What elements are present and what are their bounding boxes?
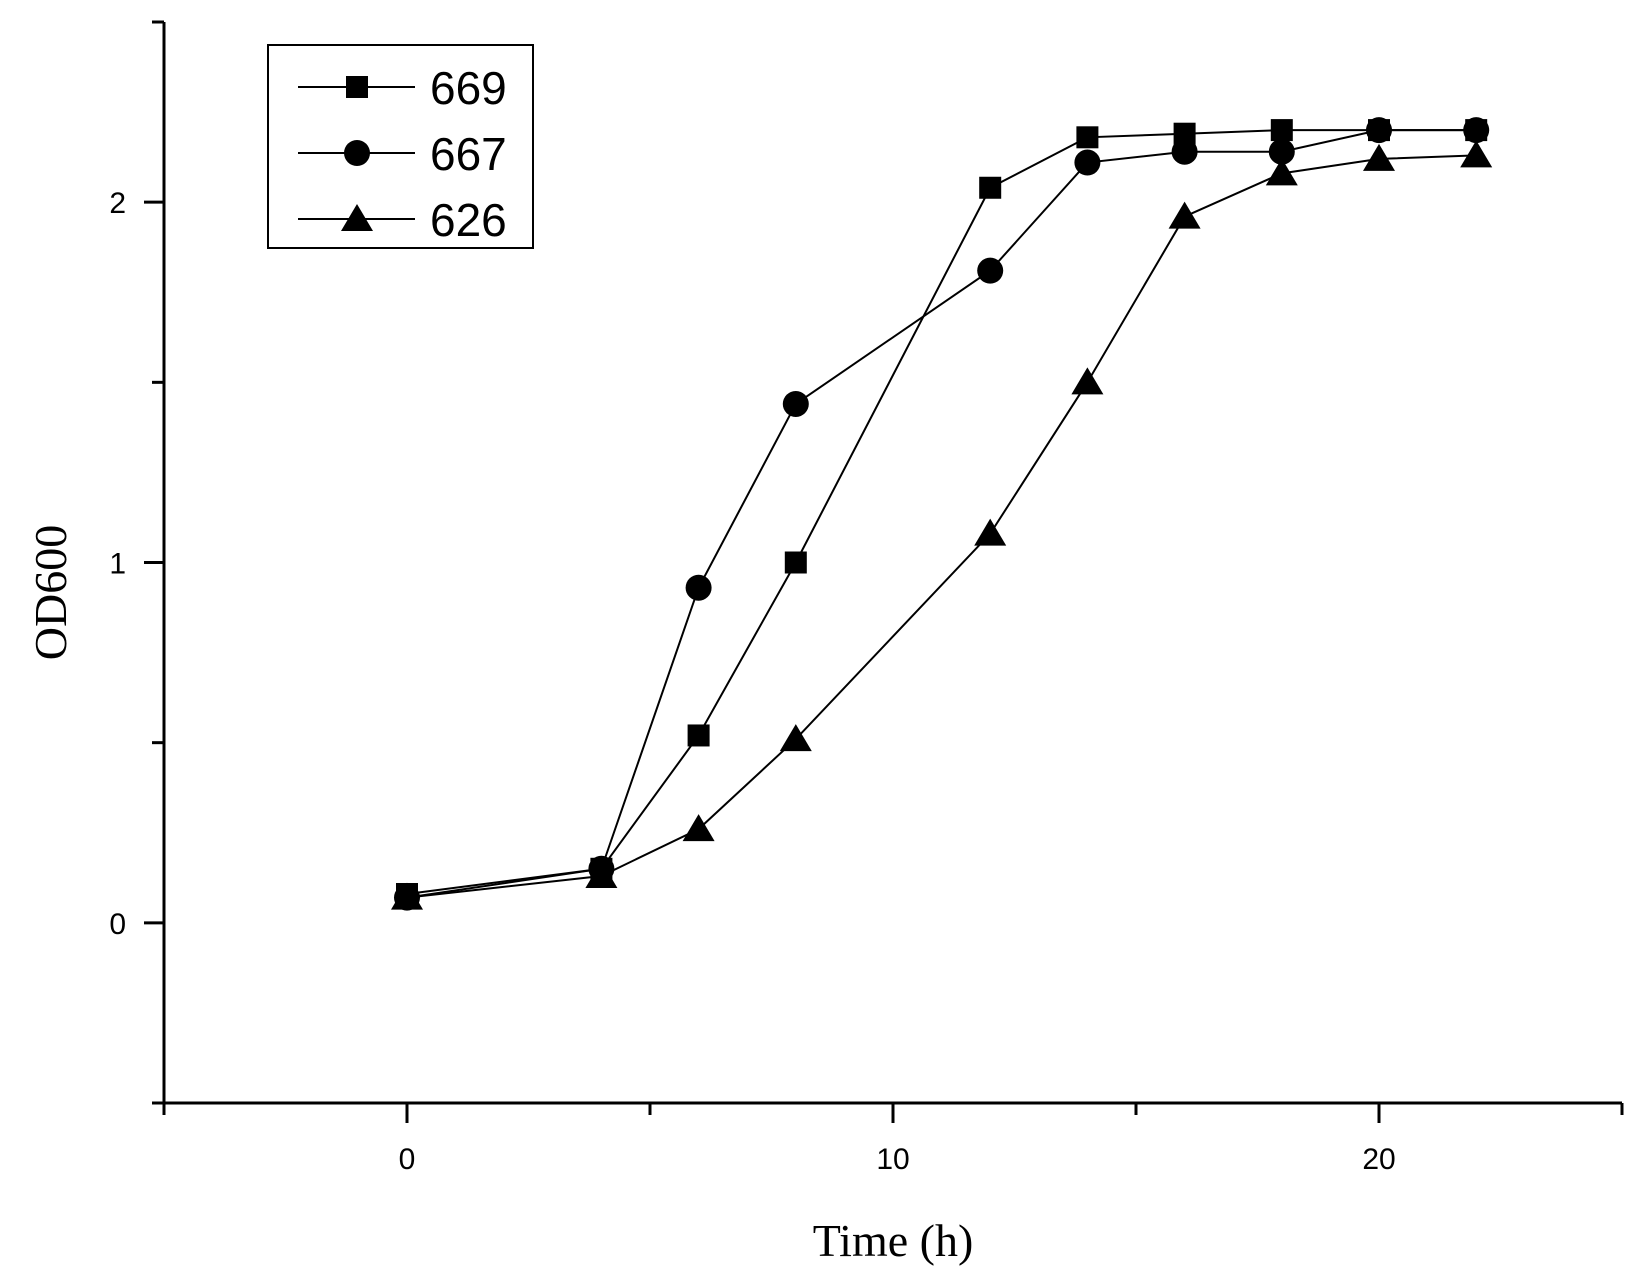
legend: 669 667 626 — [267, 44, 534, 249]
data-point-669 — [687, 724, 710, 747]
legend-marker-circle — [344, 140, 370, 166]
x-axis-title: Time (h) — [813, 1215, 974, 1266]
series-669 — [396, 119, 1488, 906]
data-point-669 — [1173, 122, 1196, 145]
legend-label: 667 — [430, 128, 507, 180]
data-point-667 — [1171, 138, 1198, 165]
y-tick-label: 1 — [109, 548, 126, 581]
series-group — [391, 117, 1493, 911]
data-point-626 — [1363, 143, 1395, 171]
data-point-667 — [1268, 138, 1295, 165]
x-tick-label: 0 — [399, 1143, 416, 1176]
x-tick-label: 20 — [1362, 1143, 1395, 1176]
data-point-667 — [782, 390, 809, 417]
data-point-626 — [779, 724, 812, 752]
y-tick-label: 0 — [109, 908, 126, 941]
data-point-669 — [1076, 126, 1099, 149]
legend-label: 626 — [430, 194, 507, 246]
data-point-669 — [1270, 119, 1293, 142]
data-point-667 — [1074, 149, 1101, 176]
y-tick-label: 2 — [109, 187, 126, 220]
series-626 — [391, 140, 1493, 910]
legend-item-667: 667 — [298, 128, 507, 180]
data-point-626 — [974, 518, 1007, 546]
data-point-667 — [977, 257, 1004, 284]
data-point-667 — [1366, 117, 1392, 144]
data-point-626 — [1460, 140, 1493, 168]
x-tick-label: 10 — [876, 1143, 909, 1176]
series-667 — [394, 117, 1490, 911]
data-point-626 — [1071, 367, 1104, 395]
y-axis-title: OD600 — [25, 525, 76, 660]
data-point-626 — [1265, 158, 1298, 186]
legend-marker-square — [346, 76, 368, 98]
legend-marker-triangle — [341, 204, 373, 231]
data-point-669 — [979, 176, 1002, 199]
legend-item-626: 626 — [298, 194, 507, 246]
data-point-626 — [682, 814, 715, 842]
axes: 0 10 20 0 1 2 — [109, 20, 1624, 1176]
legend-box — [267, 44, 534, 249]
series-line-669 — [406, 129, 1477, 895]
legend-label: 669 — [430, 62, 507, 114]
data-point-626 — [1168, 201, 1201, 229]
data-point-669 — [784, 551, 807, 574]
data-point-626 — [391, 882, 423, 910]
data-point-667 — [1463, 117, 1490, 144]
legend-item-669: 669 — [298, 62, 507, 114]
data-point-626 — [585, 860, 618, 888]
series-line-667 — [406, 129, 1477, 899]
series-line-626 — [406, 154, 1477, 899]
data-point-667 — [685, 574, 712, 601]
